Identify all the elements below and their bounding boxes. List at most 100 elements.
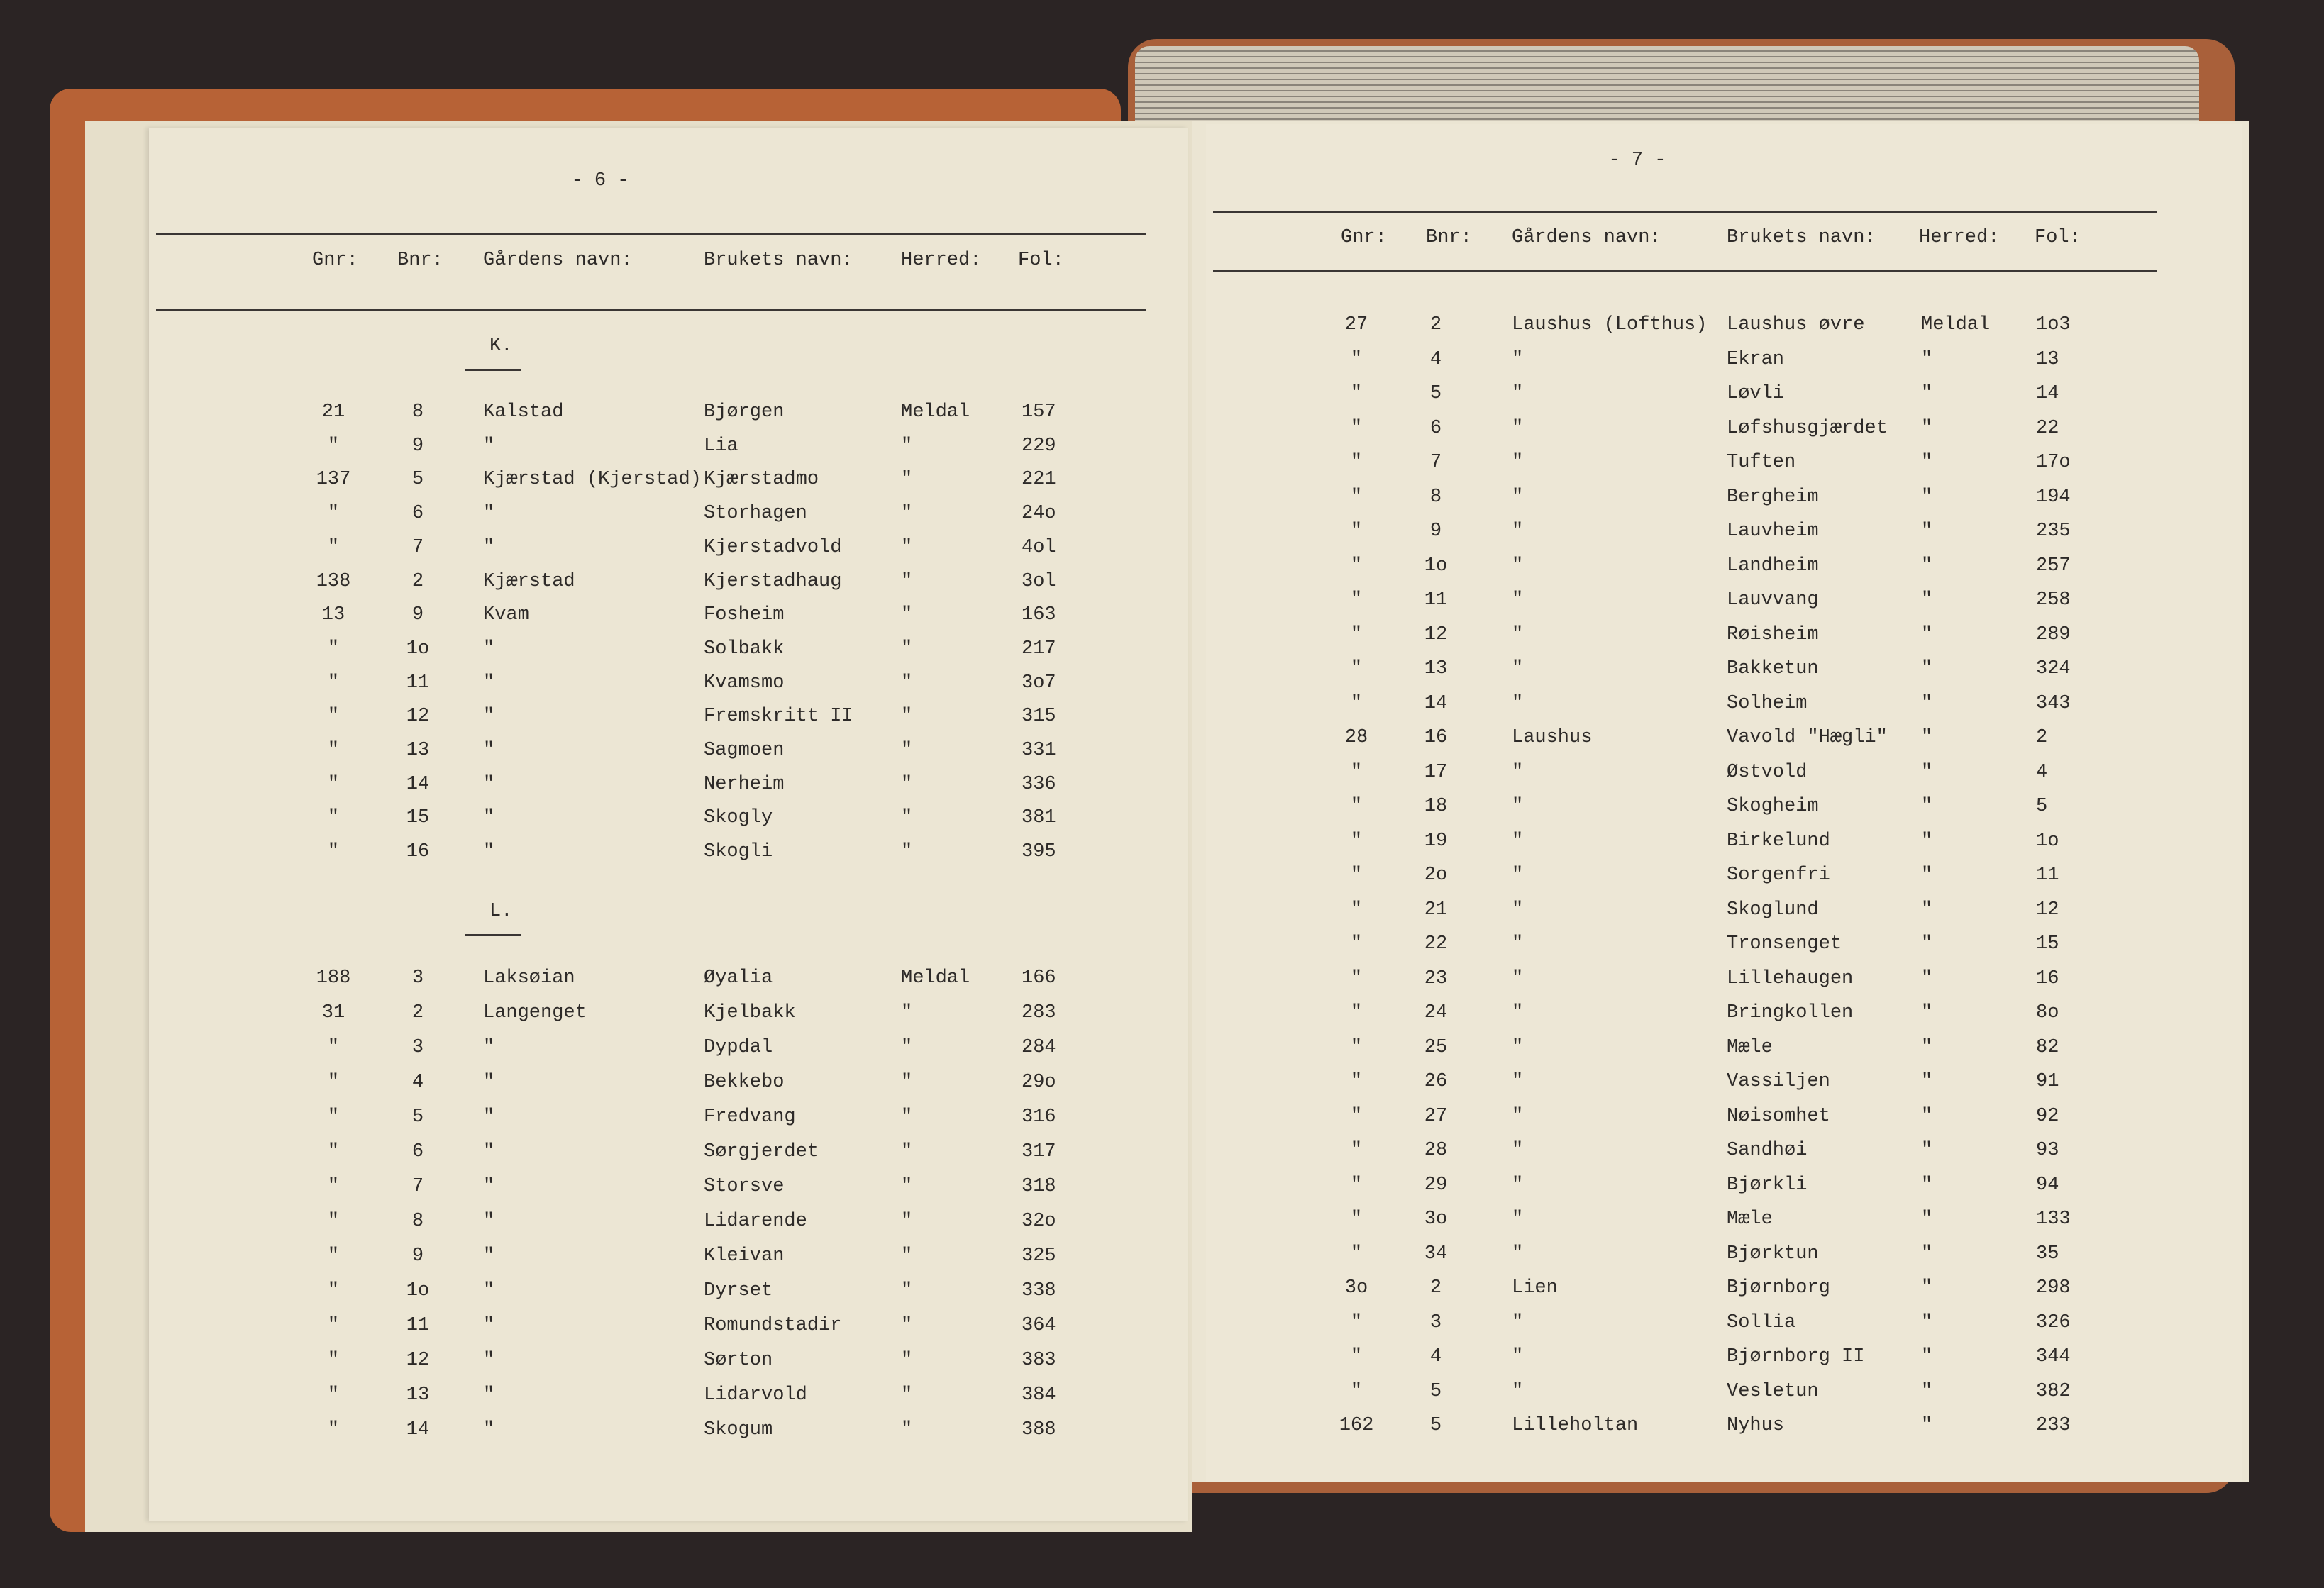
bruk-name: Vassiljen — [1727, 1071, 1830, 1092]
bruk-name: Nøisomhet — [1727, 1105, 1830, 1127]
bruk-name: Storhagen — [704, 503, 807, 525]
bruk-name: Kjerstadvold — [704, 536, 842, 558]
fol: 316 — [1022, 1106, 1056, 1128]
gard-name: " — [483, 638, 495, 660]
gnr: " — [1350, 933, 1363, 955]
column-header: Gnr: — [1341, 227, 1387, 248]
fol: 344 — [2036, 1346, 2071, 1367]
bnr: 8 — [411, 401, 424, 423]
fol: 14 — [2036, 383, 2059, 404]
fol: 318 — [1022, 1176, 1056, 1197]
gnr: " — [1350, 692, 1363, 714]
herred: " — [1921, 1140, 1933, 1161]
bruk-name: Sollia — [1727, 1311, 1796, 1333]
gnr: " — [1350, 1105, 1363, 1127]
column-header: Bnr: — [1426, 227, 1472, 248]
bruk-name: Sagmoen — [704, 740, 785, 761]
gnr: " — [1350, 1174, 1363, 1196]
herred: " — [1921, 348, 1933, 370]
bnr: 9 — [411, 604, 424, 626]
gnr: " — [327, 1280, 340, 1301]
column-header: Fol: — [1018, 250, 1064, 271]
herred: " — [901, 604, 913, 626]
bruk-name: Skogheim — [1727, 796, 1819, 817]
gard-name: " — [483, 672, 495, 694]
bnr: 2o — [1424, 865, 1448, 886]
herred: " — [1921, 417, 1933, 439]
herred: " — [1921, 1036, 1933, 1058]
gnr: " — [1350, 486, 1363, 508]
bnr: 13 — [1424, 658, 1448, 679]
gard-name: " — [1512, 899, 1524, 921]
gard-name: " — [483, 740, 495, 761]
herred: " — [901, 503, 913, 525]
gard-name: " — [483, 1315, 495, 1336]
column-header: Gnr: — [312, 250, 358, 271]
bruk-name: Mæle — [1727, 1036, 1773, 1058]
gnr: " — [1350, 1243, 1363, 1265]
herred: " — [901, 1002, 913, 1023]
bnr: 6 — [411, 1141, 424, 1162]
gnr: " — [1350, 796, 1363, 817]
bnr: 18 — [1424, 796, 1448, 817]
herred: " — [1921, 1277, 1933, 1299]
bruk-name: Romundstadir — [704, 1315, 842, 1336]
bnr: 9 — [411, 435, 424, 457]
gard-name: " — [483, 1245, 495, 1267]
gnr: " — [327, 740, 340, 761]
fol: 94 — [2036, 1174, 2059, 1196]
fol: 91 — [2036, 1071, 2059, 1092]
gard-name: " — [483, 503, 495, 525]
fol: 384 — [1022, 1384, 1056, 1406]
fol: 229 — [1022, 435, 1056, 457]
gard-name: Kvam — [483, 604, 529, 626]
fol: 221 — [1022, 469, 1056, 491]
fol: 8o — [2036, 1002, 2059, 1023]
fol: 324 — [2036, 658, 2071, 679]
herred: " — [901, 435, 913, 457]
bruk-name: Østvold — [1727, 761, 1808, 783]
bruk-name: Kvamsmo — [704, 672, 785, 694]
herred: " — [1921, 830, 1933, 852]
fol: 4ol — [1022, 536, 1056, 558]
herred: " — [901, 1141, 913, 1162]
bruk-name: Mæle — [1727, 1209, 1773, 1230]
fol: 13 — [2036, 348, 2059, 370]
bruk-name: Kleivan — [704, 1245, 785, 1267]
bruk-name: Fosheim — [704, 604, 785, 626]
gnr: " — [327, 435, 340, 457]
bnr: 19 — [1424, 830, 1448, 852]
herred: " — [901, 1419, 913, 1440]
bruk-name: Kjerstadhaug — [704, 570, 842, 592]
bnr: 3 — [1429, 1311, 1442, 1333]
gnr: " — [1350, 1036, 1363, 1058]
herred: " — [901, 807, 913, 829]
bruk-name: Skogly — [704, 807, 773, 829]
bnr: 21 — [1424, 899, 1448, 921]
sheet — [1206, 124, 2242, 1482]
gard-name: " — [483, 1106, 495, 1128]
bruk-name: Bergheim — [1727, 486, 1819, 508]
bruk-name: Løfshusgjærdet — [1727, 417, 1888, 439]
gard-name: " — [483, 773, 495, 795]
gard-name: " — [1512, 1071, 1524, 1092]
sheet — [149, 128, 1188, 1521]
fol: 336 — [1022, 773, 1056, 795]
gnr: 162 — [1339, 1415, 1374, 1436]
gnr: " — [327, 1350, 340, 1371]
fol: 1o3 — [2036, 314, 2071, 335]
gard-name: " — [483, 1176, 495, 1197]
herred: " — [1921, 865, 1933, 886]
bruk-name: Øyalia — [704, 967, 773, 989]
bruk-name: Bjørnborg II — [1727, 1346, 1865, 1367]
bruk-name: Kjærstadmo — [704, 469, 819, 491]
fol: 325 — [1022, 1245, 1056, 1267]
herred: " — [901, 1280, 913, 1301]
underline — [465, 934, 521, 936]
bruk-name: Lillehaugen — [1727, 967, 1854, 989]
herred: " — [1921, 1380, 1933, 1402]
bruk-name: Solbakk — [704, 638, 785, 660]
fol: 24o — [1022, 503, 1056, 525]
gnr: " — [1350, 521, 1363, 542]
herred: " — [1921, 967, 1933, 989]
